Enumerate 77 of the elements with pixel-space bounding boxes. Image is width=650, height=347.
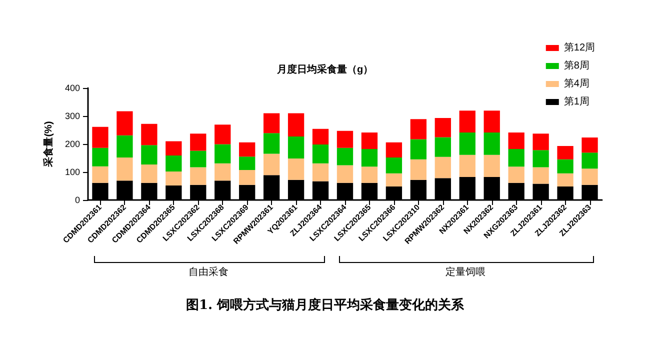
bar: [166, 155, 182, 172]
bar: [312, 128, 329, 145]
bar: [239, 142, 256, 157]
legend-label: 第1周: [564, 96, 590, 108]
legend-label: 第8周: [564, 60, 590, 72]
bar: [434, 156, 451, 178]
bar: [557, 159, 574, 174]
bar: [239, 170, 256, 185]
bar: [190, 150, 206, 168]
y-axis-title: 采食量(%): [42, 121, 55, 168]
bar: [214, 163, 231, 181]
bar: [410, 139, 427, 160]
bar: [288, 136, 304, 159]
bar: [190, 134, 206, 151]
bar: [166, 171, 182, 186]
bar: [336, 148, 354, 166]
bar: [557, 173, 574, 187]
bar: [532, 150, 549, 168]
bar: [141, 164, 158, 183]
bar: [508, 132, 524, 150]
bar: [263, 154, 280, 176]
bar: [116, 157, 133, 181]
bar: [434, 118, 451, 138]
bar: [312, 144, 329, 164]
bar: [386, 142, 402, 158]
bar: [92, 148, 108, 166]
bar: [116, 135, 133, 158]
bar: [386, 173, 402, 187]
bar: [410, 159, 427, 180]
bar: [141, 145, 158, 164]
y-tick-label: 100: [64, 167, 80, 177]
bar: [582, 152, 598, 169]
legend-label: 第4周: [564, 78, 590, 90]
bar: [410, 119, 427, 140]
bar: [484, 110, 500, 133]
bar: [459, 154, 476, 178]
y-tick-label: 0: [74, 195, 80, 205]
bar: [92, 126, 108, 148]
bar: [582, 168, 598, 185]
y-tick-label: 300: [64, 111, 80, 121]
bar: [361, 149, 378, 167]
bar: [312, 163, 329, 182]
y-tick-label: 200: [64, 139, 80, 149]
bar: [532, 134, 549, 150]
bar: [288, 113, 304, 136]
bar: [263, 133, 280, 154]
bar: [166, 141, 182, 156]
bar: [239, 156, 256, 170]
text: 自由采食: [188, 266, 228, 279]
bar: [434, 137, 451, 157]
bar: [116, 111, 133, 136]
caption: 图1. 饲喂方式与猫月度日平均采食量变化的关系: [184, 296, 466, 314]
bar: [484, 132, 500, 155]
text: 定量饲喂: [445, 266, 486, 279]
bar: [92, 166, 108, 183]
bar: [386, 157, 402, 174]
bar: [361, 166, 378, 183]
bar: [214, 144, 231, 164]
bar: [508, 149, 524, 167]
bar: [288, 158, 304, 180]
bar: [263, 113, 280, 134]
bar: [190, 167, 206, 185]
bar: [336, 165, 354, 183]
bar: [557, 146, 574, 160]
bar: [484, 154, 500, 178]
y-tick-label: 400: [64, 83, 80, 93]
bar: [459, 110, 476, 133]
bar: [459, 132, 476, 155]
bar: [214, 124, 231, 144]
legend-label: 第12周: [564, 42, 595, 54]
bar: [141, 124, 158, 146]
chart-title: 月度日均采食量（g）: [276, 64, 374, 76]
bar: [508, 166, 524, 183]
bar: [582, 138, 598, 153]
bar: [361, 132, 378, 150]
bar: [532, 167, 549, 184]
bar: [336, 130, 354, 148]
